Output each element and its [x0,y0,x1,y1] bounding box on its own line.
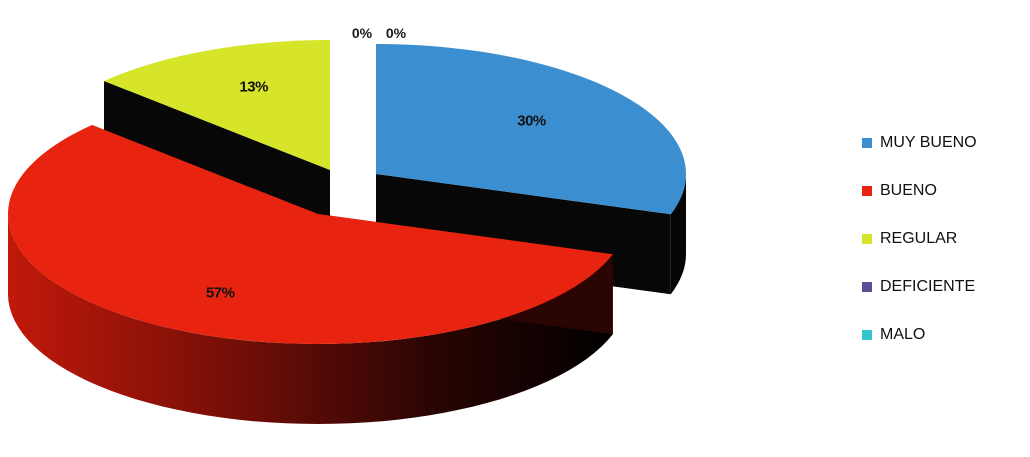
data-label-deficiente: 0% [352,25,373,41]
legend-label-deficiente: DEFICIENTE [880,278,976,295]
legend-item-deficiente: DEFICIENTE [862,275,977,299]
legend-swatch-malo [862,330,872,340]
pie-slice-regular [104,40,330,170]
legend-label-regular: REGULAR [880,230,958,247]
legend-item-bueno: BUENO [862,179,977,203]
chart-legend: MUY BUENO BUENO REGULAR DEFICIENTE MALO [862,131,977,371]
pie-slice-side-muy-bueno [670,174,686,295]
pie-slice-side-bueno [8,214,613,424]
legend-label-malo: MALO [880,326,926,343]
legend-swatch-bueno [862,186,872,196]
legend-swatch-muy-bueno [862,138,872,148]
data-label-muy-bueno: 30% [517,113,546,130]
pie-slice-muy-bueno [376,44,686,215]
legend-swatch-deficiente [862,282,872,292]
legend-item-regular: REGULAR [862,227,977,251]
legend-swatch-regular [862,234,872,244]
pie-slice-bueno [8,125,613,344]
legend-item-muy-bueno: MUY BUENO [862,131,977,155]
legend-label-muy-bueno: MUY BUENO [880,134,977,151]
data-label-regular: 13% [239,79,268,96]
data-label-bueno: 57% [206,284,235,301]
legend-label-bueno: BUENO [880,182,937,199]
legend-item-malo: MALO [862,323,977,347]
data-label-malo: 0% [386,25,407,41]
